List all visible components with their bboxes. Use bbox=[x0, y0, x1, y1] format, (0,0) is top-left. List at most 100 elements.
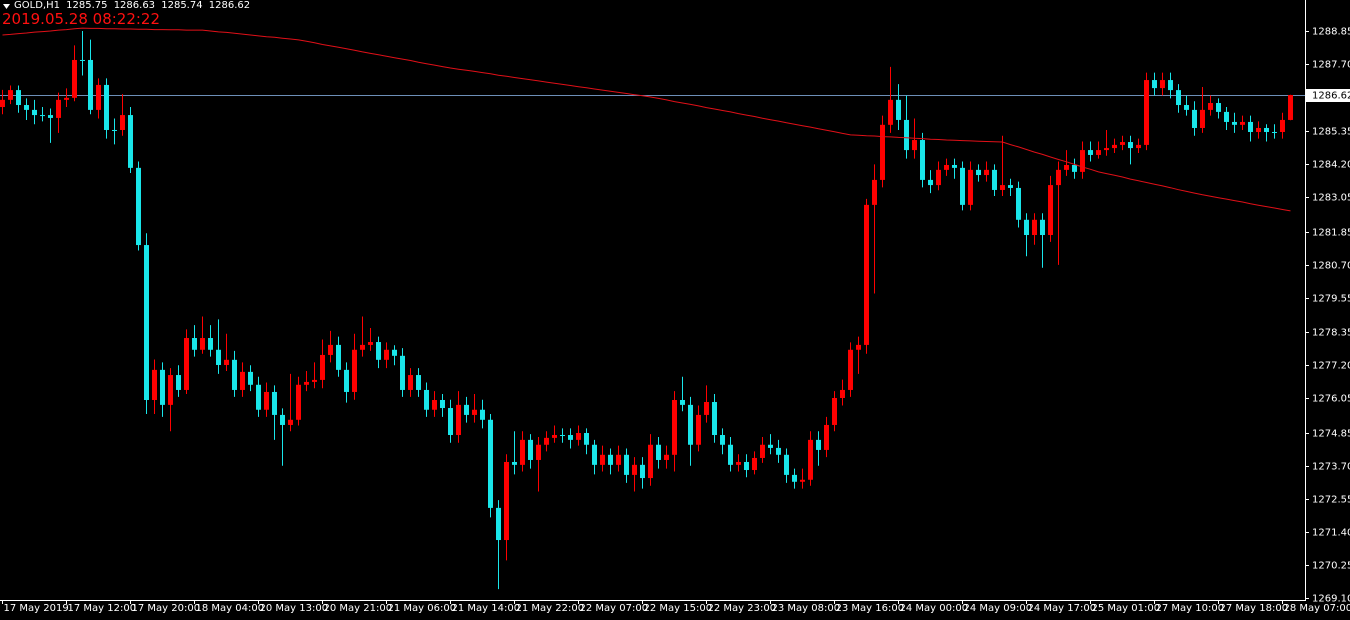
x-tick-label: 23 May 16:00 bbox=[836, 603, 905, 614]
candle-body bbox=[200, 338, 205, 350]
candle-body bbox=[960, 167, 965, 205]
candle-body bbox=[904, 119, 909, 151]
candle-body bbox=[736, 461, 741, 465]
candle-body bbox=[144, 245, 149, 400]
candle-body bbox=[352, 349, 357, 392]
candle-body bbox=[216, 349, 221, 365]
candle-body bbox=[104, 84, 109, 130]
y-tick-label: 1278.35 bbox=[1312, 328, 1350, 339]
candle-body bbox=[344, 369, 349, 392]
candle-body bbox=[416, 375, 421, 390]
candle-body bbox=[312, 379, 317, 382]
candle-body bbox=[1056, 169, 1061, 186]
y-tick-label: 1279.55 bbox=[1312, 294, 1350, 305]
candle-body bbox=[288, 419, 293, 425]
candle-body bbox=[608, 454, 613, 465]
candle-body bbox=[640, 464, 645, 479]
candle-body bbox=[552, 435, 557, 438]
candle-body bbox=[1080, 150, 1085, 172]
candle-body bbox=[1256, 127, 1261, 132]
candle-body bbox=[696, 414, 701, 445]
candle-body bbox=[1040, 219, 1045, 236]
candle-body bbox=[360, 344, 365, 350]
candle-body bbox=[184, 338, 189, 390]
candle-body bbox=[792, 474, 797, 482]
candle-body bbox=[728, 444, 733, 465]
x-tick-label: 25 May 01:00 bbox=[1092, 603, 1161, 614]
y-tick-label: 1271.40 bbox=[1312, 528, 1350, 539]
candle-body bbox=[1104, 148, 1109, 151]
candle-body bbox=[32, 109, 37, 116]
x-tick-label: 27 May 18:00 bbox=[1220, 603, 1289, 614]
candle-body bbox=[752, 457, 757, 471]
candle-body bbox=[16, 90, 21, 106]
candle-body bbox=[656, 444, 661, 460]
candle-body bbox=[1000, 185, 1005, 190]
y-tick-label: 1288.85 bbox=[1312, 27, 1350, 38]
y-tick-label: 1287.70 bbox=[1312, 60, 1350, 71]
candle-body bbox=[984, 169, 989, 176]
candle-body bbox=[648, 444, 653, 479]
x-tick-label: 17 May 12:00 bbox=[68, 603, 137, 614]
candle-body bbox=[152, 369, 157, 400]
candle-body bbox=[112, 129, 117, 131]
candle-body bbox=[296, 384, 301, 420]
candle-body bbox=[808, 439, 813, 480]
candle-body bbox=[720, 435, 725, 445]
candle-body bbox=[96, 84, 101, 110]
candle-body bbox=[816, 439, 821, 450]
candle-body bbox=[160, 369, 165, 405]
candle-body bbox=[624, 454, 629, 475]
symbol-menu-arrow[interactable] bbox=[3, 4, 10, 9]
candle-body bbox=[1016, 187, 1021, 220]
candle-body bbox=[40, 115, 45, 117]
candle-body bbox=[400, 355, 405, 390]
candle-body bbox=[208, 338, 213, 350]
candle-body bbox=[504, 461, 509, 541]
moving-average bbox=[2, 27, 1291, 212]
candle-body bbox=[1192, 109, 1197, 128]
y-tick-label: 1269.10 bbox=[1312, 594, 1350, 605]
candle-body bbox=[72, 59, 77, 98]
candle-body bbox=[896, 99, 901, 120]
candle-body bbox=[0, 99, 5, 108]
candle-body bbox=[584, 432, 589, 445]
x-tick-label: 27 May 10:00 bbox=[1156, 603, 1225, 614]
candle-body bbox=[888, 99, 893, 125]
candle-body bbox=[560, 435, 565, 437]
x-tick-label: 24 May 09:00 bbox=[964, 603, 1033, 614]
x-tick-label: 21 May 14:00 bbox=[452, 603, 521, 614]
candle-body bbox=[880, 124, 885, 180]
candle-body bbox=[464, 404, 469, 415]
candle-body bbox=[1224, 111, 1229, 122]
candle-body bbox=[408, 375, 413, 390]
candle-body bbox=[1264, 127, 1269, 132]
candle-body bbox=[192, 338, 197, 350]
header-high: 1286.63 bbox=[113, 0, 156, 11]
x-tick-label: 24 May 00:00 bbox=[900, 603, 969, 614]
candle-body bbox=[1168, 80, 1173, 91]
chart-header: GOLD,H1 1285.75 1286.63 1285.74 1286.62 bbox=[14, 0, 253, 12]
candle-body bbox=[1200, 109, 1205, 128]
x-tick-label: 23 May 08:00 bbox=[772, 603, 841, 614]
y-tick-label: 1283.05 bbox=[1312, 193, 1350, 204]
candle-body bbox=[280, 414, 285, 425]
candle-body bbox=[672, 400, 677, 455]
candle-body bbox=[448, 408, 453, 436]
y-tick-label: 1281.85 bbox=[1312, 228, 1350, 239]
candle-body bbox=[832, 397, 837, 425]
candle-body bbox=[456, 404, 461, 436]
x-tick-label: 28 May 07:00 bbox=[1284, 603, 1350, 614]
candle-body bbox=[928, 179, 933, 186]
y-tick-label: 1273.70 bbox=[1312, 462, 1350, 473]
header-close: 1286.62 bbox=[208, 0, 251, 11]
candle-body bbox=[1232, 121, 1237, 125]
x-tick-label: 17 May 20:00 bbox=[132, 603, 201, 614]
candle-body bbox=[632, 464, 637, 475]
candle-body bbox=[536, 444, 541, 460]
y-tick-label: 1284.20 bbox=[1312, 160, 1350, 171]
candle-body bbox=[1280, 119, 1285, 132]
candle-body bbox=[776, 447, 781, 455]
candle-body bbox=[80, 59, 85, 61]
